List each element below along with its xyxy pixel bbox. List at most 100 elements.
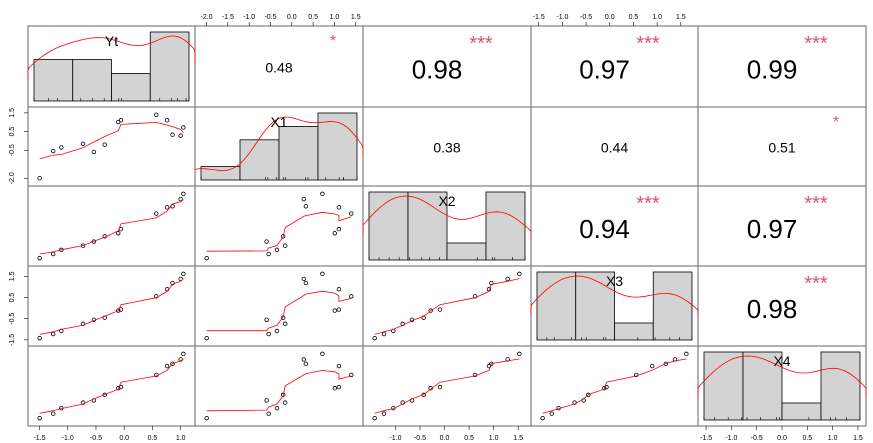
tick-label: -1.0: [389, 435, 401, 442]
scatter-point: [59, 145, 64, 150]
significance-stars: ***: [636, 33, 660, 55]
tick-label: 0.0: [440, 435, 450, 442]
scatter-point: [505, 276, 510, 282]
scatter-panel-X4-vs-X1: [204, 351, 354, 421]
variable-label: X1: [270, 114, 287, 130]
correlation-cell-X1-X2: 0.38: [433, 140, 460, 156]
tick-label: 0.5: [308, 14, 318, 21]
histogram-bar: [72, 59, 112, 102]
tick-label: 0.5: [9, 293, 16, 303]
significance-stars: ***: [804, 33, 828, 55]
scatter-point: [91, 149, 97, 155]
panel-frame: [27, 265, 196, 347]
tick-label: 0.0: [119, 435, 129, 442]
tick-label: 1.5: [351, 14, 361, 21]
tick-label: -1.5: [222, 14, 234, 21]
smooth-line: [39, 358, 184, 414]
smooth-line: [206, 370, 352, 412]
histogram-bar: [820, 351, 861, 421]
tick-label: 0.5: [802, 435, 812, 442]
histogram-bar: [536, 271, 577, 341]
tick-label: -0.5: [9, 144, 16, 156]
scatter-point: [50, 251, 56, 257]
tick-label: -0.5: [751, 435, 763, 442]
smooth-line: [542, 358, 687, 414]
scatter-point: [264, 317, 269, 322]
variable-label: X3: [606, 273, 623, 289]
scatter-point: [181, 351, 186, 357]
scatter-point: [80, 400, 86, 405]
scatter-point: [178, 196, 183, 202]
significance-stars: ***: [804, 273, 828, 295]
histogram-bar: [742, 351, 783, 421]
scatter-point: [164, 118, 170, 123]
tick-label: -0.5: [9, 313, 16, 325]
panel-frame: [194, 265, 364, 347]
tick-label: -1.5: [9, 334, 16, 346]
histogram-panel-X4: X4: [697, 351, 867, 421]
scatter-point: [50, 411, 56, 416]
tick-label: -0.5: [264, 14, 276, 21]
histogram-panel-X1: X1: [194, 112, 364, 181]
tick-label: 1.0: [828, 435, 838, 442]
scatter-point: [164, 363, 170, 369]
scatter-point: [37, 175, 42, 181]
top-axis: -1.5 -1.0 -0.5 0.0 0.5 1.0 1.5: [533, 14, 686, 26]
correlation-cell-X2-X4: 0.97 ***: [747, 193, 828, 244]
smooth-line: [374, 358, 520, 414]
scatter-point: [164, 205, 170, 210]
scatter-point: [320, 191, 325, 197]
tick-label: -2.0: [200, 14, 212, 21]
scatter-point: [332, 231, 337, 236]
panel-frame: [27, 185, 196, 267]
tick-label: 1.5: [853, 435, 863, 442]
scatter-point: [178, 276, 183, 282]
significance-stars: *: [330, 33, 336, 50]
scatter-point: [332, 386, 337, 391]
histogram-bar: [446, 242, 487, 261]
correlation-value: 0.99: [747, 55, 798, 85]
scatter-point: [204, 335, 209, 341]
tick-label: -0.5: [414, 435, 426, 442]
scatter-point: [517, 271, 522, 277]
scatter-point: [303, 280, 309, 286]
scatter-point: [301, 276, 306, 282]
scatter-point: [336, 384, 342, 390]
tick-label: 0.0: [287, 14, 297, 21]
bottom-axis: -1.0 -0.5 0.0 0.5 1.0 1.5: [389, 426, 523, 442]
bottom-axis: -1.5 -1.0 -0.5 0.0 0.5 1.0: [33, 426, 186, 442]
scatter-point: [50, 331, 56, 337]
tick-label: 0.5: [148, 435, 158, 442]
tick-label: -1.0: [556, 14, 568, 21]
correlation-cell-Yt-X1: 0.48 *: [265, 33, 336, 76]
tick-label: 0.5: [629, 14, 639, 21]
smooth-line: [206, 290, 352, 332]
scatter-point: [381, 411, 387, 416]
histogram-bar: [614, 322, 654, 341]
significance-stars: ***: [636, 193, 660, 215]
scatter-point: [154, 112, 159, 118]
scatter-point: [301, 357, 306, 362]
bottom-axis: -1.5 -1.0 -0.5 0.0 0.5 1.0 1.5: [700, 426, 863, 442]
histogram-bar: [149, 31, 190, 102]
tick-label: 1.0: [652, 14, 662, 21]
scatter-point: [282, 400, 288, 405]
scatter-point: [266, 331, 271, 337]
panel-frame: [362, 345, 532, 427]
scatter-point: [280, 234, 286, 239]
scatter-panel-X4-vs-X2: [372, 351, 522, 421]
scatter-point: [336, 205, 342, 210]
histogram-panel-X2: X2: [362, 191, 532, 261]
tick-label: 1.5: [676, 14, 686, 21]
scatter-panel-X1-vs-Yt: [37, 112, 186, 181]
left-axis: 1.5 0.5 -0.5 -1.5: [9, 271, 28, 346]
tick-label: 1.0: [489, 435, 499, 442]
histogram-panel-Yt: Yt: [27, 31, 196, 102]
smooth-line: [374, 278, 520, 335]
scatter-point: [684, 351, 689, 357]
scatter-point: [428, 308, 433, 313]
smooth-line: [39, 199, 184, 255]
tick-label: 1.5: [9, 108, 16, 118]
density-curve: [27, 35, 196, 80]
tick-label: -0.5: [580, 14, 592, 21]
